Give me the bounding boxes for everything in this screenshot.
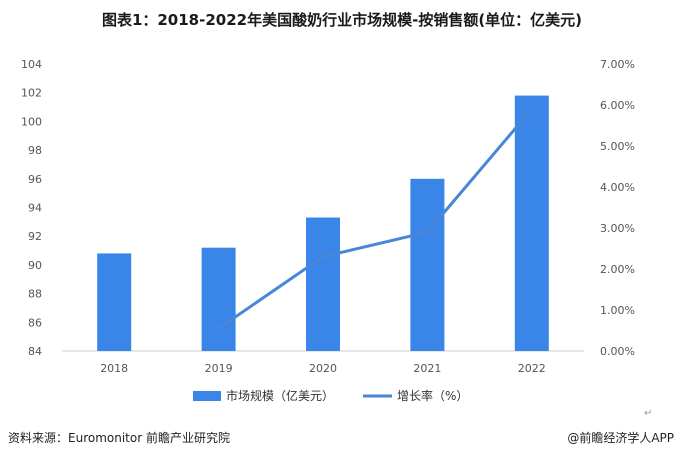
bar <box>201 247 236 351</box>
return-mark: ↵ <box>644 408 653 419</box>
y-right-tick-label: 7.00% <box>600 58 635 71</box>
chart-title: 图表1：2018-2022年美国酸奶行业市场规模-按销售额(单位：亿美元) <box>101 11 583 29</box>
x-tick-label: 2022 <box>518 362 546 375</box>
x-tick-label: 2021 <box>413 362 441 375</box>
legend-bar-swatch <box>193 391 221 401</box>
y-left-tick-label: 86 <box>28 316 42 329</box>
y-left-tick-label: 104 <box>21 58 42 71</box>
y-right-tick-label: 0.00% <box>600 345 635 358</box>
y-right-tick-label: 6.00% <box>600 99 635 112</box>
y-right-tick-label: 2.00% <box>600 263 635 276</box>
y-left-tick-label: 96 <box>28 173 42 186</box>
x-tick-label: 2019 <box>205 362 233 375</box>
bar <box>97 253 132 351</box>
y-left-tick-label: 100 <box>21 115 42 128</box>
legend-line-label: 增长率（%） <box>397 388 468 403</box>
y-left-tick-label: 92 <box>28 230 42 243</box>
bars <box>97 95 549 351</box>
y-left-tick-label: 90 <box>28 259 42 272</box>
y-left-tick-label: 84 <box>28 345 42 358</box>
y-left-tick-label: 94 <box>28 202 42 215</box>
y-left-tick-label: 88 <box>28 288 42 301</box>
legend-bar-label: 市场规模（亿美元） <box>226 388 334 403</box>
growth-line-series <box>217 108 533 330</box>
source-note: 资料来源：Euromonitor 前瞻产业研究院 <box>8 431 230 445</box>
y-left-tick-label: 102 <box>21 87 42 100</box>
y-right-tick-label: 3.00% <box>600 222 635 235</box>
legend: 市场规模（亿美元） 增长率（%） <box>193 388 468 403</box>
x-tick-label: 2020 <box>309 362 337 375</box>
axes: 84 86 88 90 92 94 96 98 100 102 104 0.00% 1.00% 2.00%… <box>21 58 635 375</box>
y-right-tick-label: 1.00% <box>600 304 635 317</box>
y-right-tick-label: 4.00% <box>600 181 635 194</box>
x-tick-label: 2018 <box>100 362 128 375</box>
y-right-tick-label: 5.00% <box>600 140 635 153</box>
brand-note: @前瞻经济学人APP <box>567 431 674 445</box>
growth-line <box>217 108 533 330</box>
bar <box>410 178 445 351</box>
y-left-tick-label: 98 <box>28 144 42 157</box>
bar <box>306 217 340 351</box>
bar <box>514 95 549 351</box>
